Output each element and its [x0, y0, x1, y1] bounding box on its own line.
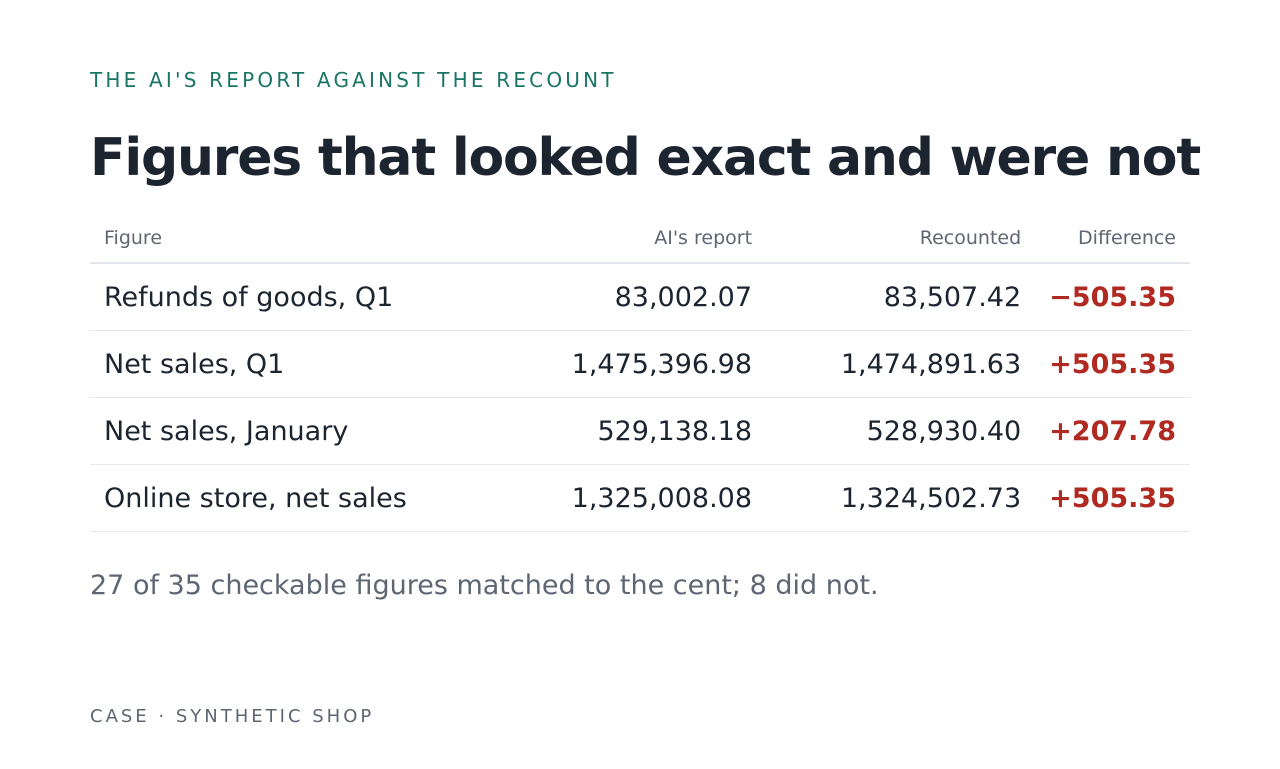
eyebrow-label: THE AI'S REPORT AGAINST THE RECOUNT [90, 68, 617, 92]
ai-report-cell: 1,475,396.98 [488, 330, 767, 398]
table-header: Figure AI's report Recounted Difference [90, 214, 1190, 264]
comparison-table: Figure AI's report Recounted Difference … [90, 214, 1190, 532]
page-title: Figures that looked exact and were not [90, 128, 1201, 188]
table-row: Online store, net sales 1,325,008.08 1,3… [90, 464, 1190, 532]
recounted-cell: 83,507.42 [766, 263, 1036, 331]
difference-cell: +505.35 [1035, 464, 1190, 532]
figure-cell: Net sales, January [90, 397, 489, 465]
table-row: Net sales, January 529,138.18 528,930.40… [90, 397, 1190, 465]
figure-cell: Refunds of goods, Q1 [90, 263, 489, 331]
header-row: Figure AI's report Recounted Difference [90, 214, 1190, 264]
column-header-difference: Difference [1035, 214, 1190, 264]
recounted-cell: 1,474,891.63 [766, 330, 1036, 398]
table-row: Net sales, Q1 1,475,396.98 1,474,891.63 … [90, 330, 1190, 398]
column-header-recounted: Recounted [766, 214, 1036, 264]
difference-cell: −505.35 [1035, 263, 1190, 331]
recounted-cell: 528,930.40 [766, 397, 1036, 465]
difference-cell: +505.35 [1035, 330, 1190, 398]
summary-text: 27 of 35 checkable figures matched to th… [90, 570, 879, 601]
difference-cell: +207.78 [1035, 397, 1190, 465]
ai-report-cell: 1,325,008.08 [488, 464, 767, 532]
table-body: Refunds of goods, Q1 83,002.07 83,507.42… [90, 263, 1190, 532]
column-header-ai-report: AI's report [488, 214, 767, 264]
figure-cell: Net sales, Q1 [90, 330, 489, 398]
figure-cell: Online store, net sales [90, 464, 489, 532]
recounted-cell: 1,324,502.73 [766, 464, 1036, 532]
table-row: Refunds of goods, Q1 83,002.07 83,507.42… [90, 263, 1190, 331]
column-header-figure: Figure [90, 214, 489, 264]
ai-report-cell: 529,138.18 [488, 397, 767, 465]
ai-report-cell: 83,002.07 [488, 263, 767, 331]
footer-caption: CASE · SYNTHETIC SHOP [90, 706, 375, 727]
